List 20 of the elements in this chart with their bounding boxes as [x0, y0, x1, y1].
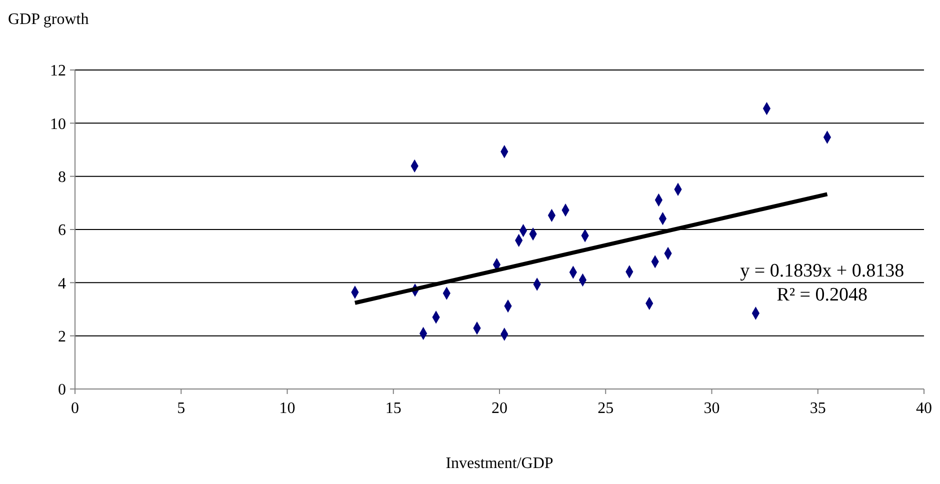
- x-tick-label: 40: [916, 400, 932, 417]
- y-tick-label: 2: [58, 328, 66, 346]
- x-tick-label: 5: [177, 400, 186, 417]
- x-tick-label: 15: [385, 400, 402, 417]
- y-tick-label: 10: [50, 116, 66, 133]
- x-tick-label: 20: [492, 400, 508, 417]
- x-axis-title: Investment/GDP: [446, 455, 554, 472]
- y-tick-label: 6: [58, 222, 66, 240]
- y-axis-title: GDP growth: [8, 11, 89, 28]
- annotation: y = 0.1839x + 0.8138: [740, 260, 904, 282]
- x-tick-label: 25: [598, 400, 614, 417]
- annotation: R² = 0.2048: [776, 284, 868, 306]
- y-tick-label: 8: [58, 168, 66, 186]
- y-tick-label: 12: [50, 62, 66, 80]
- y-tick-label: 0: [58, 382, 66, 399]
- x-tick-label: 35: [810, 400, 826, 417]
- x-tick-label: 30: [704, 400, 720, 417]
- y-tick-label: 4: [58, 275, 66, 292]
- x-tick-label: 10: [279, 400, 296, 417]
- x-tick-label: 0: [71, 400, 79, 417]
